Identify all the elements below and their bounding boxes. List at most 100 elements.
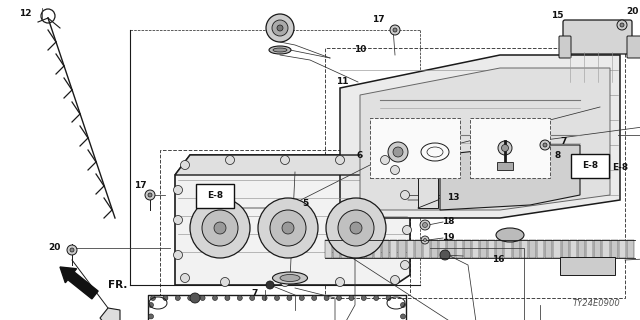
Text: 16: 16 (492, 255, 504, 265)
Circle shape (422, 222, 428, 228)
Circle shape (335, 277, 344, 286)
Circle shape (266, 281, 274, 289)
Circle shape (180, 274, 189, 283)
Circle shape (173, 251, 182, 260)
Circle shape (326, 198, 386, 258)
Circle shape (420, 220, 430, 230)
Circle shape (148, 302, 154, 308)
Circle shape (401, 190, 410, 199)
Circle shape (390, 165, 399, 174)
Circle shape (374, 295, 379, 300)
Text: 12: 12 (19, 10, 31, 19)
Circle shape (620, 23, 624, 27)
Circle shape (148, 314, 154, 319)
Circle shape (150, 295, 156, 300)
Text: 17: 17 (372, 15, 384, 25)
Circle shape (180, 161, 189, 170)
Text: 7: 7 (561, 138, 567, 147)
Bar (627, 240, 634, 258)
Circle shape (401, 314, 406, 319)
Circle shape (190, 198, 250, 258)
Circle shape (175, 295, 180, 300)
Circle shape (145, 190, 155, 200)
Text: 15: 15 (551, 11, 563, 20)
Bar (513, 240, 520, 258)
Polygon shape (175, 155, 410, 285)
Bar (529, 240, 536, 258)
FancyBboxPatch shape (559, 36, 571, 58)
Circle shape (225, 295, 230, 300)
Text: 20: 20 (626, 7, 638, 17)
Bar (374, 240, 381, 258)
Circle shape (540, 140, 550, 150)
Circle shape (386, 295, 391, 300)
Bar (399, 240, 406, 258)
Bar (418, 178, 438, 208)
Bar (480, 240, 487, 258)
Bar (370, 118, 460, 178)
Bar (602, 240, 609, 258)
Polygon shape (360, 68, 610, 210)
Bar (464, 240, 471, 258)
Circle shape (390, 25, 400, 35)
Circle shape (440, 250, 450, 260)
Circle shape (262, 295, 267, 300)
Circle shape (148, 193, 152, 197)
Circle shape (388, 142, 408, 162)
Bar (521, 240, 528, 258)
Circle shape (163, 295, 168, 300)
Bar (560, 257, 615, 275)
Bar (148, 295, 406, 320)
Circle shape (350, 222, 362, 234)
Circle shape (324, 295, 329, 300)
Ellipse shape (496, 228, 524, 242)
Circle shape (214, 222, 226, 234)
Circle shape (401, 302, 406, 308)
Text: E-8: E-8 (582, 161, 598, 170)
Circle shape (258, 198, 318, 258)
Circle shape (237, 295, 243, 300)
Bar (366, 240, 373, 258)
FancyBboxPatch shape (627, 36, 640, 58)
Bar (415, 240, 422, 258)
Circle shape (338, 210, 374, 246)
Bar (496, 240, 504, 258)
Bar (594, 240, 602, 258)
FancyBboxPatch shape (571, 154, 609, 178)
Circle shape (424, 238, 426, 242)
Text: 20: 20 (48, 244, 60, 252)
Ellipse shape (280, 275, 300, 282)
Text: 17: 17 (134, 180, 147, 189)
Bar (470, 118, 550, 178)
Bar (325, 48, 625, 298)
Circle shape (617, 20, 627, 30)
Text: FR.: FR. (108, 280, 127, 290)
Bar (439, 240, 446, 258)
Text: TY24E0900: TY24E0900 (572, 299, 620, 308)
Bar (349, 240, 356, 258)
Circle shape (190, 293, 200, 303)
Circle shape (381, 156, 390, 164)
Circle shape (362, 295, 366, 300)
Circle shape (272, 20, 288, 36)
Text: E-8: E-8 (207, 190, 223, 199)
Circle shape (225, 156, 234, 164)
Circle shape (335, 156, 344, 164)
Circle shape (200, 295, 205, 300)
Bar (160, 150, 410, 295)
Bar (586, 240, 593, 258)
Bar (423, 240, 430, 258)
Circle shape (250, 295, 255, 300)
Bar (333, 240, 340, 258)
Circle shape (393, 28, 397, 32)
Bar (341, 240, 348, 258)
Circle shape (202, 210, 238, 246)
Bar (497, 162, 513, 170)
Ellipse shape (273, 48, 287, 52)
Bar (431, 240, 438, 258)
Polygon shape (440, 145, 580, 210)
Circle shape (221, 277, 230, 286)
Bar (504, 240, 511, 258)
Circle shape (349, 295, 354, 300)
Circle shape (300, 295, 304, 300)
